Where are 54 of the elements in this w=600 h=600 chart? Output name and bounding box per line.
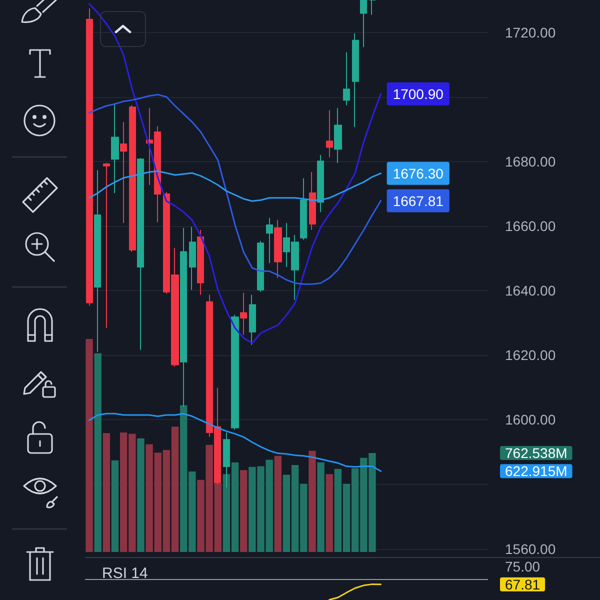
candlestick — [129, 104, 136, 252]
y-tick-label: 1620.00 — [505, 347, 556, 364]
line-series — [88, 94, 382, 285]
candlestick — [360, 0, 367, 48]
candlestick — [334, 108, 342, 164]
y2-tick-label: 762.538M — [505, 444, 568, 461]
candlestick — [103, 162, 110, 328]
data-label: 1667.81 — [392, 192, 444, 209]
candlestick — [86, 8, 93, 306]
candlestick — [352, 32, 359, 128]
candlestick — [300, 178, 307, 240]
data-label: 1700.90 — [392, 86, 444, 102]
bar — [240, 470, 248, 552]
candlestick — [249, 294, 256, 346]
y-tick-label: 1560.00 — [505, 540, 556, 557]
candlestick — [309, 172, 316, 230]
candlestick — [189, 226, 196, 290]
line-series — [88, 170, 382, 202]
bar — [326, 474, 333, 552]
candlestick — [240, 292, 247, 336]
y-tick-label: 1680.00 — [505, 153, 556, 170]
y-tick-label: 67.81 — [505, 576, 540, 592]
candlestick — [257, 240, 264, 292]
y-tick-label: 75.00 — [505, 558, 540, 575]
candlestick — [317, 154, 324, 213]
candlestick — [231, 314, 239, 430]
bar — [102, 433, 110, 552]
bar — [111, 460, 119, 552]
candlestick — [274, 219, 282, 278]
text: RSI 14 — [102, 565, 148, 582]
candlestick — [137, 158, 144, 350]
candlestick — [120, 122, 127, 224]
bar — [86, 338, 93, 552]
y-tick-label: 1600.00 — [505, 412, 556, 428]
candlestick — [326, 110, 333, 158]
line-series — [328, 583, 382, 600]
bar — [317, 462, 324, 552]
candlestick — [343, 52, 350, 106]
bar — [137, 438, 144, 552]
candlestick — [94, 170, 101, 352]
data-label: 1676.30 — [392, 165, 444, 182]
line-series — [88, 3, 382, 344]
bar — [308, 450, 316, 552]
bar — [94, 353, 102, 552]
candlestick — [266, 217, 273, 264]
candlestick — [369, 0, 376, 16]
bar — [274, 456, 282, 552]
y-tick-label: 1720.00 — [505, 24, 556, 40]
y-tick-label: 1660.00 — [505, 218, 556, 234]
y2-tick-label: 622.915M — [505, 463, 568, 480]
y-tick-label: 1640.00 — [505, 282, 556, 299]
line-series — [88, 412, 382, 472]
candlestick — [197, 229, 204, 296]
candlestick — [111, 102, 119, 194]
